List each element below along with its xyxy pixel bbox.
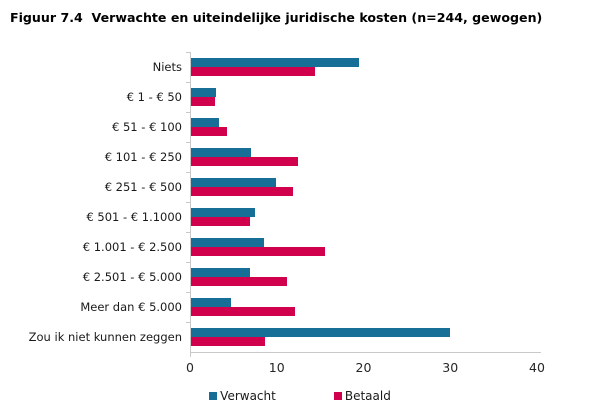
- bar-verwacht: [191, 298, 231, 307]
- bar-betaald: [191, 247, 325, 256]
- legend-swatch-betaald: [333, 392, 342, 400]
- category-row: € 1.001 - € 2.500: [0, 232, 600, 262]
- legend-swatch-verwacht: [209, 392, 218, 400]
- category-label: € 1.001 - € 2.500: [82, 240, 182, 254]
- category-label: Zou ik niet kunnen zeggen: [28, 330, 182, 344]
- bar-verwacht: [191, 328, 450, 337]
- chart-title: Figuur 7.4 Verwachte en uiteindelijke ju…: [10, 10, 543, 25]
- bar-group: [186, 232, 536, 262]
- x-axis-zero-tick: [190, 353, 191, 357]
- category-row: € 251 - € 500: [0, 172, 600, 202]
- category-row: € 2.501 - € 5.000: [0, 262, 600, 292]
- category-label: € 251 - € 500: [104, 180, 182, 194]
- bar-verwacht: [191, 58, 360, 67]
- category-label: € 51 - € 100: [112, 120, 182, 134]
- chart-rows: Niets € 1 - € 50 € 51 - € 100 € 101 - € 250…: [0, 52, 600, 352]
- bar-group: [186, 52, 536, 82]
- y-axis-tick: [186, 202, 190, 203]
- y-axis-tick: [186, 52, 190, 53]
- bar-betaald: [191, 157, 298, 166]
- bar-group: [186, 112, 536, 142]
- x-axis-line: [190, 352, 541, 353]
- bar-verwacht: [191, 268, 250, 277]
- bar-betaald: [191, 67, 316, 76]
- category-row: Meer dan € 5.000: [0, 292, 600, 322]
- category-label: Meer dan € 5.000: [80, 300, 182, 314]
- bar-betaald: [191, 217, 250, 226]
- category-row: € 51 - € 100: [0, 112, 600, 142]
- bar-group: [186, 292, 536, 322]
- bar-betaald: [191, 307, 296, 316]
- category-row: € 1 - € 50: [0, 82, 600, 112]
- category-label: € 1 - € 50: [126, 90, 182, 104]
- y-axis-tick: [186, 322, 190, 323]
- category-label: € 501 - € 1.1000: [86, 210, 182, 224]
- x-axis-tick-label: 10: [268, 360, 285, 375]
- bar-verwacht: [191, 118, 219, 127]
- bar-group: [186, 322, 536, 352]
- legend-label: Betaald: [344, 389, 391, 403]
- bar-verwacht: [191, 88, 216, 97]
- bar-betaald: [191, 127, 228, 136]
- bar-group: [186, 172, 536, 202]
- x-axis: 0 10 20 30 40: [186, 353, 545, 379]
- bar-group: [186, 202, 536, 232]
- category-row: € 501 - € 1.1000: [0, 202, 600, 232]
- category-label: Niets: [152, 60, 182, 74]
- legend-item-verwacht: Verwacht: [209, 389, 276, 403]
- legend: Verwacht Betaald: [0, 389, 530, 403]
- category-row: € 101 - € 250: [0, 142, 600, 172]
- y-axis-tick: [186, 292, 190, 293]
- legend-item-betaald: Betaald: [333, 389, 391, 403]
- y-axis-tick: [186, 82, 190, 83]
- x-axis-tick-label: 40: [529, 360, 545, 375]
- y-axis-tick: [186, 172, 190, 173]
- y-axis-tick: [186, 112, 190, 113]
- x-axis-tick-label: 30: [442, 360, 459, 375]
- bar-verwacht: [191, 178, 277, 187]
- y-axis-tick: [186, 262, 190, 263]
- y-axis-tick: [186, 232, 190, 233]
- bar-group: [186, 262, 536, 292]
- bar-betaald: [191, 337, 266, 346]
- bar-chart: Niets € 1 - € 50 € 51 - € 100 € 101 - € 250…: [0, 52, 600, 403]
- category-label: € 101 - € 250: [104, 150, 182, 164]
- y-axis-tick: [186, 142, 190, 143]
- bar-group: [186, 82, 536, 112]
- bar-verwacht: [191, 148, 251, 157]
- category-row: Niets: [0, 52, 600, 82]
- bar-group: [186, 142, 536, 172]
- category-label: € 2.501 - € 5.000: [82, 270, 182, 284]
- legend-label: Verwacht: [220, 389, 276, 403]
- bar-betaald: [191, 97, 216, 106]
- bar-betaald: [191, 187, 293, 196]
- category-row: Zou ik niet kunnen zeggen: [0, 322, 600, 352]
- x-axis-tick-label: 20: [355, 360, 372, 375]
- x-axis-tick-label: 0: [186, 360, 194, 375]
- bar-betaald: [191, 277, 287, 286]
- bar-verwacht: [191, 238, 265, 247]
- bar-verwacht: [191, 208, 255, 217]
